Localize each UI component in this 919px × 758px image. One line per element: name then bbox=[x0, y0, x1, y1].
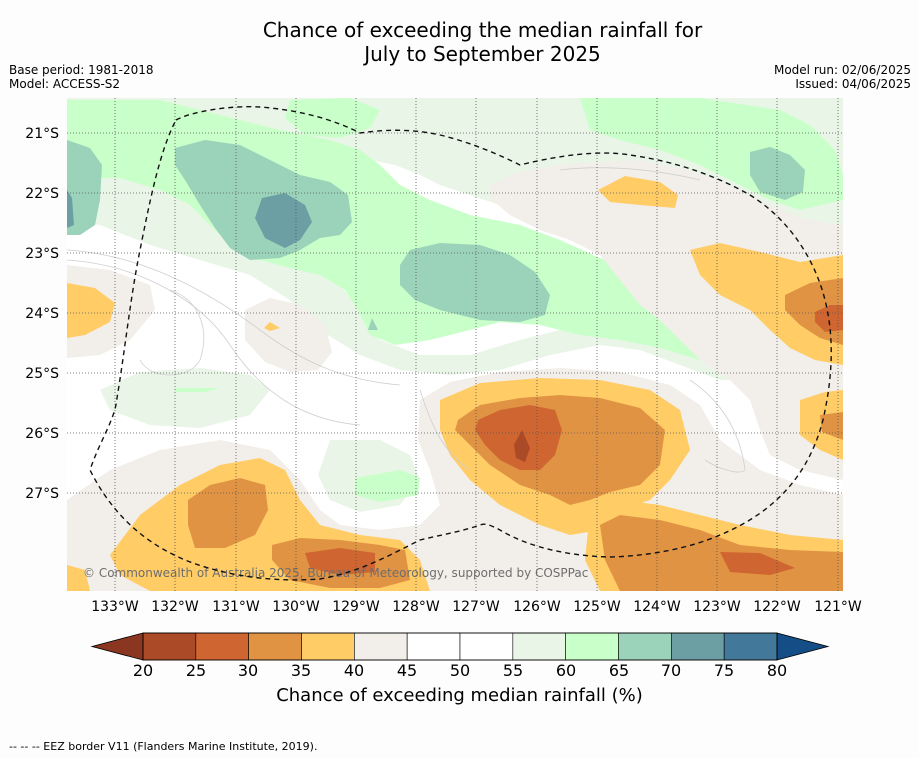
colorbar-cell bbox=[723, 632, 778, 661]
lon-label: 123°W bbox=[693, 599, 741, 615]
zone-35-40-ne bbox=[690, 243, 843, 365]
zone-35-40-west bbox=[67, 283, 115, 338]
colorbar-tick: 30 bbox=[238, 661, 258, 680]
lon-label: 132°W bbox=[151, 599, 199, 615]
zone-70-75-nw bbox=[255, 193, 312, 248]
lat-label: 23°S bbox=[25, 246, 59, 262]
lon-label: 124°W bbox=[633, 599, 681, 615]
lon-label: 122°W bbox=[753, 599, 801, 615]
zone-65-70-west-edge bbox=[67, 140, 102, 235]
copyright-text: © Commonwealth of Australia 2025, Bureau… bbox=[83, 566, 588, 580]
graticule bbox=[67, 98, 843, 591]
colorbar-cell bbox=[618, 632, 672, 661]
lat-label: 21°S bbox=[25, 126, 59, 142]
zone-35-40-sw-corner bbox=[67, 565, 90, 591]
colorbar-tick: 45 bbox=[397, 661, 417, 680]
colorbar-cell bbox=[301, 632, 355, 661]
lon-labels: 133°W 132°W 131°W 130°W 129°W 128°W 127°… bbox=[91, 599, 862, 615]
colorbar-tick: 40 bbox=[344, 661, 364, 680]
lon-label: 130°W bbox=[272, 599, 320, 615]
lon-label: 127°W bbox=[452, 599, 500, 615]
zone-65-70-speck bbox=[368, 318, 378, 330]
zone-65-70-ne bbox=[750, 147, 805, 200]
colorbar-cells bbox=[142, 632, 778, 661]
meta-right: Model run: 02/06/2025 Issued: 04/06/2025 bbox=[774, 63, 911, 91]
zone-65-70-center bbox=[400, 243, 550, 322]
colorbar-tick: 50 bbox=[450, 661, 470, 680]
colorbar-tick: 35 bbox=[291, 661, 311, 680]
zone-30-35-south bbox=[188, 478, 268, 548]
zone-40-45-mid-west bbox=[245, 298, 332, 372]
model-run-label: Model run: 02/06/2025 bbox=[773, 63, 911, 77]
colorbar-tick: 55 bbox=[503, 661, 523, 680]
rainfall-probability-field: © Commonwealth of Australia 2025, Bureau… bbox=[67, 98, 843, 591]
lon-label: 129°W bbox=[332, 599, 380, 615]
zone-35-40-small-ne bbox=[598, 176, 678, 208]
colorbar-over-arrow bbox=[776, 632, 830, 661]
lon-label: 125°W bbox=[573, 599, 621, 615]
lat-label: 22°S bbox=[25, 186, 59, 202]
eez-border bbox=[89, 105, 832, 581]
colorbar-cell bbox=[512, 632, 566, 661]
colorbar-cell bbox=[248, 632, 302, 661]
meta-left: Base period: 1981-2018 Model: ACCESS-S2 bbox=[9, 63, 154, 91]
colorbar-tick: 25 bbox=[186, 661, 206, 680]
colorbar-ticks: 20 25 30 35 40 45 50 55 60 65 70 75 80 bbox=[133, 661, 787, 680]
lon-label: 121°W bbox=[814, 599, 862, 615]
colorbar-cell bbox=[195, 632, 249, 661]
colorbar: 20 25 30 35 40 45 50 55 60 65 70 75 80 bbox=[90, 632, 830, 680]
colorbar-cell bbox=[142, 632, 197, 661]
lat-labels: 21°S 22°S 23°S 24°S 25°S 26°S 27°S bbox=[25, 126, 59, 502]
zone-25-30-se bbox=[720, 552, 795, 575]
zone-55-60-west bbox=[100, 368, 270, 428]
lat-label: 24°S bbox=[25, 306, 59, 322]
lat-label: 26°S bbox=[25, 426, 59, 442]
lat-label: 27°S bbox=[25, 486, 59, 502]
title-line-1: Chance of exceeding the median rainfall … bbox=[262, 18, 703, 42]
zone-35-40-speck bbox=[264, 322, 280, 331]
issued-label: Issued: 04/06/2025 bbox=[795, 77, 911, 91]
eez-legend-note: -- -- -- EEZ border V11 (Flanders Marine… bbox=[9, 740, 318, 753]
colorbar-tick: 80 bbox=[767, 661, 787, 680]
zone-60-65-west-sliver bbox=[175, 388, 220, 392]
lon-label: 131°W bbox=[212, 599, 260, 615]
zone-40-45-ne bbox=[490, 160, 843, 480]
colorbar-tick: 20 bbox=[133, 661, 153, 680]
title-line-2: July to September 2025 bbox=[364, 42, 601, 66]
map-title: Chance of exceeding the median rainfall … bbox=[0, 18, 919, 66]
colorbar-tick: 70 bbox=[661, 661, 681, 680]
lon-label: 126°W bbox=[513, 599, 561, 615]
base-period-label: Base period: 1981-2018 bbox=[9, 63, 154, 77]
zone-30-35-east-edge bbox=[820, 412, 843, 440]
zone-70-75-west-edge bbox=[67, 190, 74, 228]
zone-60-65-south bbox=[355, 470, 420, 502]
colorbar-cell bbox=[354, 632, 408, 661]
colorbar-tick: 65 bbox=[609, 661, 629, 680]
zone-20-25-center bbox=[514, 430, 530, 462]
colorbar-under-arrow bbox=[90, 632, 144, 661]
lat-label: 25°S bbox=[25, 366, 59, 382]
zone-25-30-ne bbox=[815, 305, 843, 332]
colorbar-cell bbox=[406, 632, 461, 661]
colorbar-cell bbox=[565, 632, 619, 661]
lon-label: 133°W bbox=[91, 599, 139, 615]
colorbar-cell bbox=[671, 632, 725, 661]
model-label: Model: ACCESS-S2 bbox=[9, 77, 121, 91]
lon-label: 128°W bbox=[392, 599, 440, 615]
colorbar-tick: 75 bbox=[714, 661, 734, 680]
colorbar-cell bbox=[459, 632, 514, 661]
colorbar-tick: 60 bbox=[556, 661, 576, 680]
colorbar-title: Chance of exceeding median rainfall (%) bbox=[276, 685, 643, 706]
